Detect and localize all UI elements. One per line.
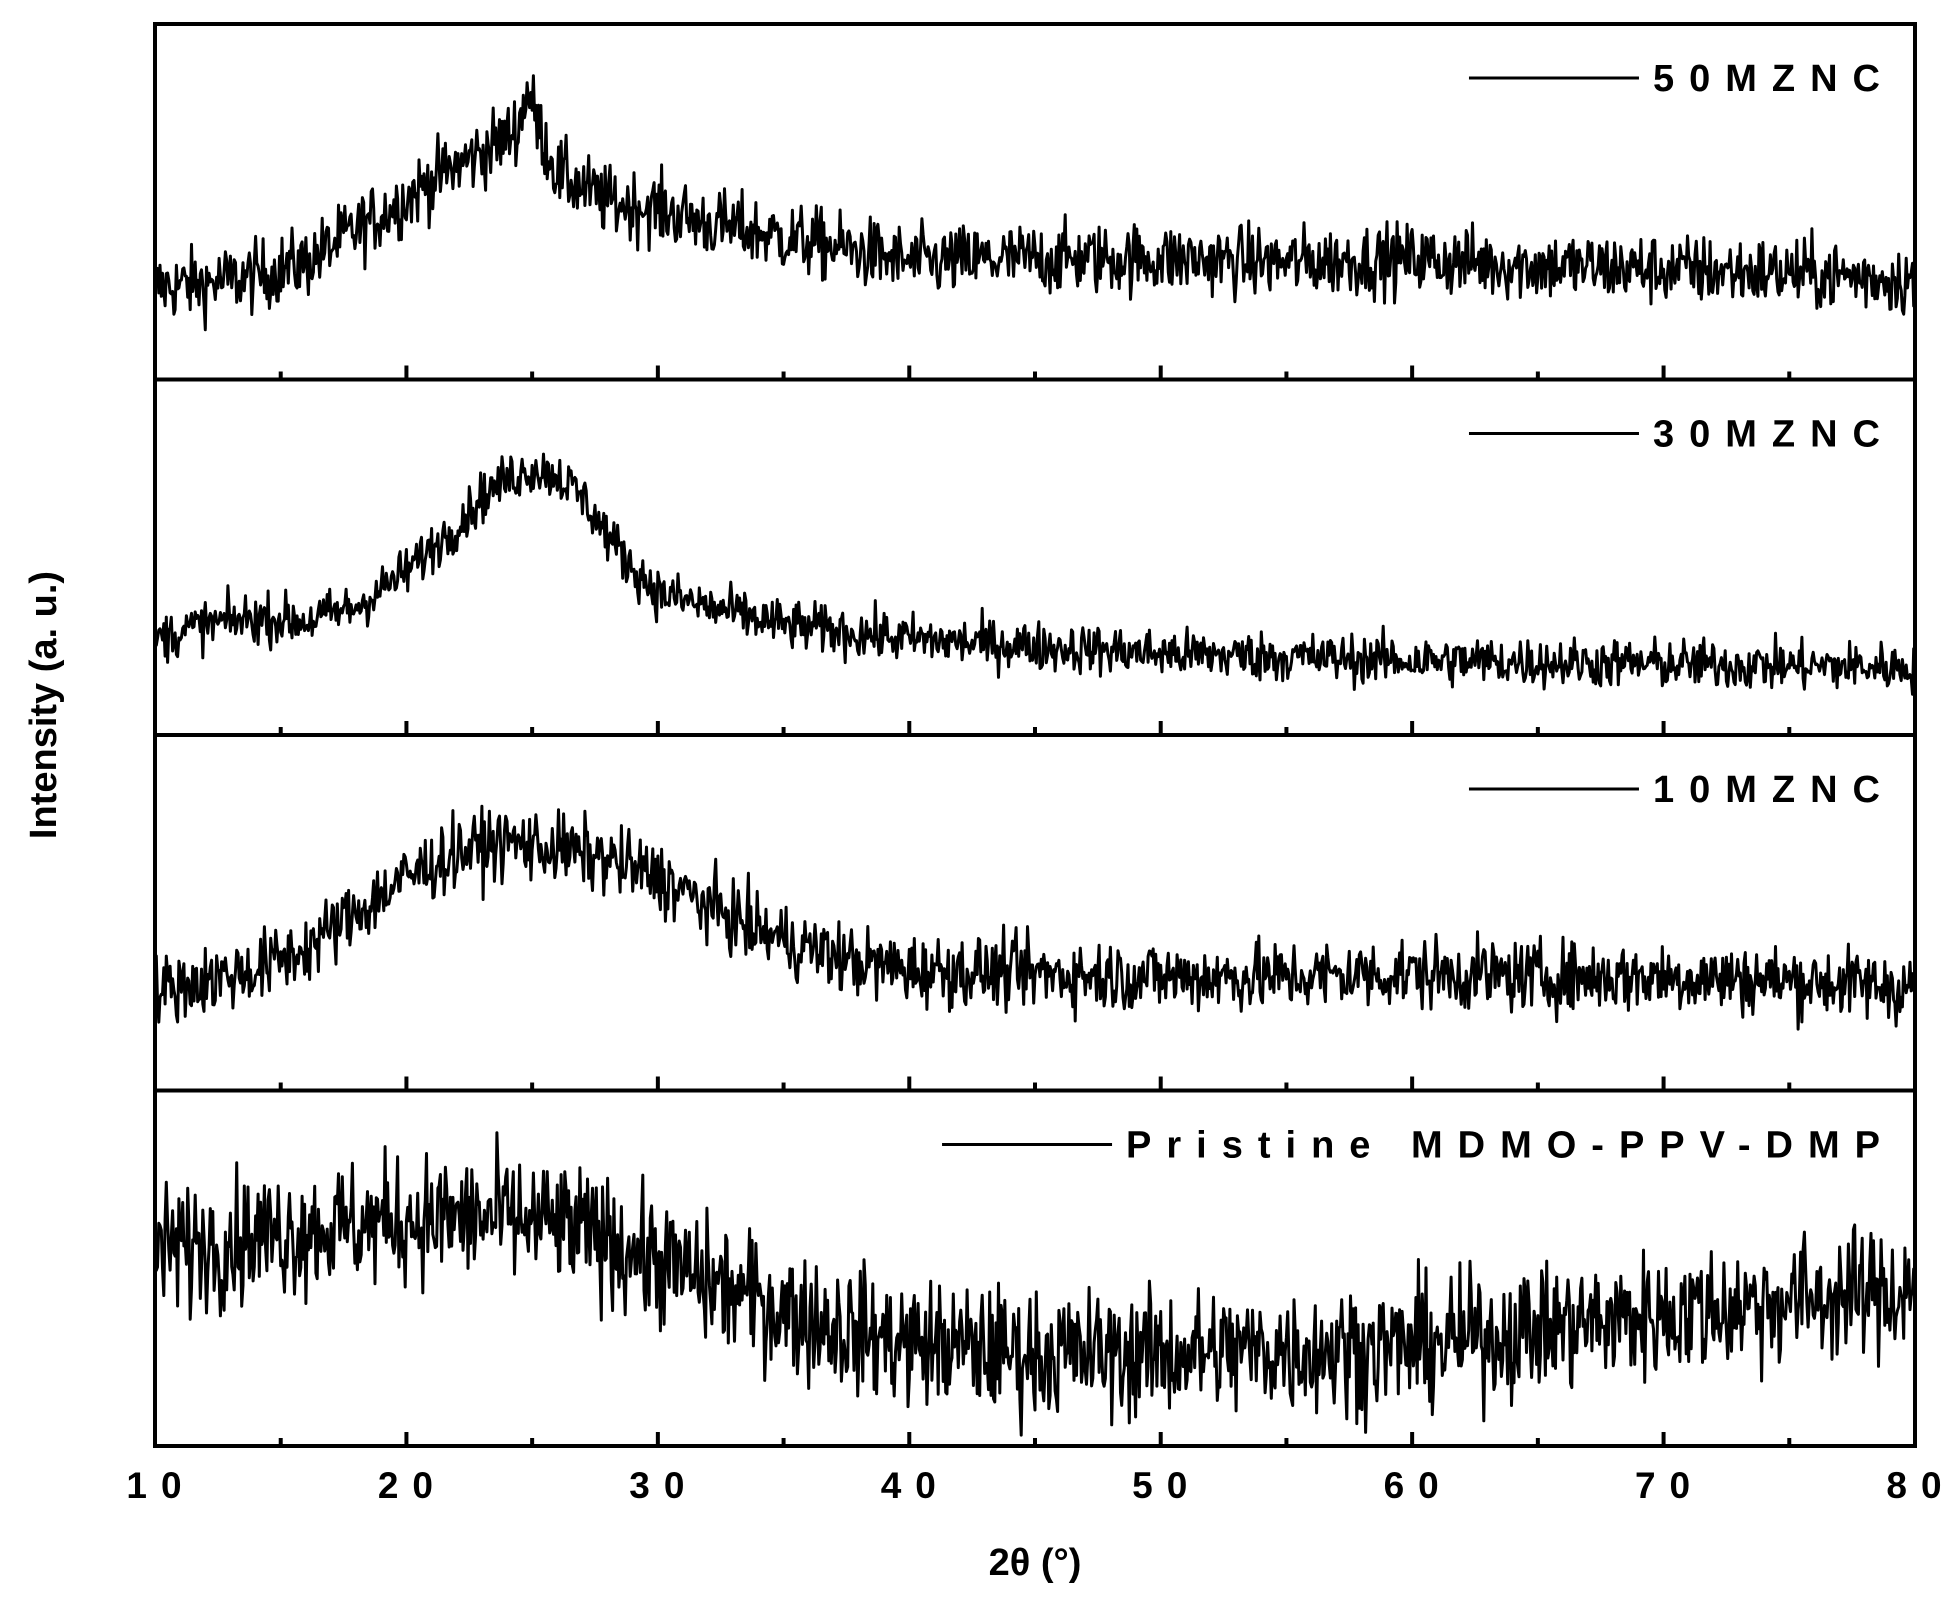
x-tick-label: 80	[1886, 1465, 1950, 1506]
panel-frame	[153, 733, 1917, 1093]
series-line-pristine-mdmo-ppv-dmp	[153, 1131, 1917, 1437]
panel-pristine-mdmo-ppv-dmp: Pristine MDMO-PPV-DMP	[153, 1088, 1917, 1448]
panel-30mznc: 30MZNC	[153, 377, 1917, 737]
legend-label-50mznc: 50MZNC	[1653, 58, 1895, 100]
legend-label-pristine-mdmo-ppv-dmp: Pristine MDMO-PPV-DMP	[1126, 1125, 1895, 1167]
x-tick-label: 70	[1635, 1465, 1704, 1506]
series-line-10mznc	[153, 804, 1917, 1031]
panel-10mznc: 10MZNC	[153, 733, 1917, 1093]
x-axis-title: 2θ (°)	[989, 1542, 1082, 1584]
legend-label-30mznc: 30MZNC	[1653, 414, 1895, 456]
series-line-50mznc	[153, 74, 1917, 332]
y-axis-title: Intensity (a. u.)	[23, 571, 65, 839]
x-tick-label: 40	[881, 1465, 950, 1506]
series-line-30mznc	[153, 452, 1917, 696]
x-tick-label: 60	[1384, 1465, 1453, 1506]
x-tick-label: 10	[126, 1465, 195, 1506]
x-tick-label: 50	[1132, 1465, 1201, 1506]
legend-label-10mznc: 10MZNC	[1653, 769, 1895, 811]
panels-layer: 50MZNC 30MZNC 10MZNC Pristine MDMO-PPV-DMP	[153, 22, 1917, 1448]
panel-50mznc: 50MZNC	[153, 22, 1917, 382]
x-tick-labels: 10 20 30 40 50 60 70 80	[126, 1465, 1950, 1506]
x-tick-label: 30	[629, 1465, 698, 1506]
x-tick-label: 20	[378, 1465, 447, 1506]
